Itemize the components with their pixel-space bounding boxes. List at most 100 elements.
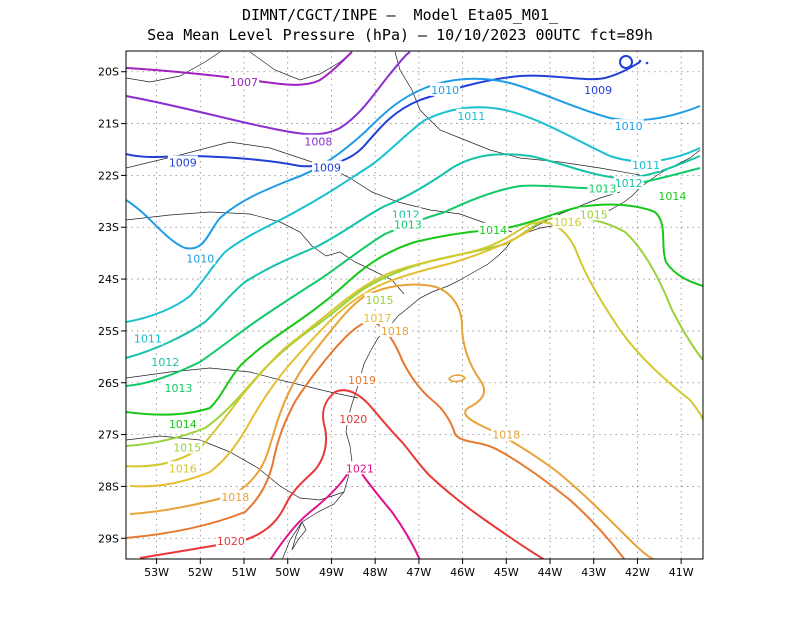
isobar-label-bg xyxy=(552,215,583,229)
y-tick-label: 23S xyxy=(98,221,119,234)
isobar-1016 xyxy=(126,221,703,468)
y-tick-label: 28S xyxy=(98,480,119,493)
isobar-label-bg xyxy=(613,119,644,133)
title-line-1: DIMNT/CGCT/INPE — Model Eta05_M01_ xyxy=(241,6,559,24)
isobar-label-1018: 1018 xyxy=(221,491,249,504)
low-marker xyxy=(619,55,649,69)
isobar-label-bg xyxy=(583,82,614,96)
isobar-label-1016: 1016 xyxy=(553,216,581,229)
x-tick-label: 51W xyxy=(232,566,257,579)
isobar-label-bg xyxy=(478,222,509,236)
isobar-label-1009: 1009 xyxy=(169,156,197,169)
isobar-label-bg xyxy=(338,412,369,426)
isobar-1020 xyxy=(139,389,546,559)
isobar-label-bg xyxy=(303,134,334,148)
axis-ticks: 53W 52W 51W 50W 49W 48W 47W 46W 45W 44W 43W 42W 41W 2… xyxy=(98,66,694,579)
isobar-label-1013: 1013 xyxy=(588,182,616,195)
x-tick-label: 53W xyxy=(144,566,169,579)
isobar-label-1008: 1008 xyxy=(304,136,332,149)
isobar-label-1012: 1012 xyxy=(615,177,643,190)
isobar-label-bg xyxy=(392,217,423,231)
isobar-label-bg xyxy=(491,427,522,441)
isobar-label-bg xyxy=(347,373,378,387)
isobar-label-1012: 1012 xyxy=(151,356,179,369)
y-tick-label: 25S xyxy=(98,325,119,338)
isobar-label-bg xyxy=(631,158,662,172)
x-tick-label: 49W xyxy=(319,566,344,579)
isobar-1007 xyxy=(126,51,353,86)
isobar-label-bg xyxy=(430,82,461,96)
isobar-1013 xyxy=(126,167,701,387)
state-border-sp-pr xyxy=(126,211,405,295)
map-frame xyxy=(125,50,704,560)
lagoa-dos-patos xyxy=(291,521,307,551)
isobar-label-bg xyxy=(150,355,181,369)
isobar-label-1010: 1010 xyxy=(615,120,643,133)
isobar-1008 xyxy=(126,51,411,136)
isobar-labels: 1007 1008 1009 1009 1009 1010 1010 1010 1011 1011… xyxy=(132,75,688,548)
isobar-1011 xyxy=(126,106,701,323)
isobar-label-bg xyxy=(456,108,487,122)
x-tick-label: 44W xyxy=(538,566,563,579)
isobar-label-1016: 1016 xyxy=(169,462,197,475)
isobar-label-1011: 1011 xyxy=(134,333,162,346)
isobar-label-bg xyxy=(613,176,644,190)
isobar-label-1017: 1017 xyxy=(363,312,391,325)
state-border-sc-rs xyxy=(126,435,345,501)
isobar-label-1015: 1015 xyxy=(580,208,608,221)
isobar-label-1018: 1018 xyxy=(492,429,520,442)
isobar-1018-loop xyxy=(448,374,467,383)
isobar-label-1021: 1021 xyxy=(346,462,374,475)
isobar-1021 xyxy=(269,468,421,559)
isobar-1014 xyxy=(126,203,703,416)
isobar-label-1018: 1018 xyxy=(381,325,409,338)
isobar-label-1010: 1010 xyxy=(431,84,459,97)
isobar-label-bg xyxy=(132,331,163,345)
isobar-label-1014: 1014 xyxy=(658,190,686,203)
isobar-label-bg xyxy=(185,251,216,265)
isobar-label-bg xyxy=(220,489,251,503)
isobar-label-bg xyxy=(215,533,246,547)
isobar-label-bg xyxy=(362,310,393,324)
y-tick-label: 21S xyxy=(98,118,119,131)
isobar-1009 xyxy=(126,61,641,168)
x-tick-label: 47W xyxy=(406,566,431,579)
y-tick-label: 20S xyxy=(98,66,119,79)
isobar-label-1009: 1009 xyxy=(584,84,612,97)
x-tick-label: 42W xyxy=(625,566,650,579)
isobar-label-1020: 1020 xyxy=(339,413,367,426)
isobar-label-bg xyxy=(657,189,688,203)
isobar-label-bg xyxy=(172,440,203,454)
isobar-label-1015: 1015 xyxy=(366,294,394,307)
isobar-label-1013: 1013 xyxy=(164,382,192,395)
isobar-label-1009: 1009 xyxy=(313,162,341,175)
isobar-1012 xyxy=(126,153,701,359)
isobar-1010 xyxy=(126,77,701,250)
title-line-2: Sea Mean Level Pressure (hPa) — 10/10/20… xyxy=(147,26,653,44)
isobar-label-1010: 1010 xyxy=(186,252,214,265)
state-border-ms xyxy=(126,51,221,83)
isobar-label-1011: 1011 xyxy=(457,110,485,123)
x-tick-label: 43W xyxy=(581,566,606,579)
isobar-label-bg xyxy=(229,75,260,89)
isobar-label-bg xyxy=(587,181,618,195)
y-tick-label: 27S xyxy=(98,429,119,442)
isobar-label-bg xyxy=(344,461,375,475)
x-tick-label: 48W xyxy=(363,566,388,579)
isobar-label-bg xyxy=(167,461,198,475)
isobar-label-bg xyxy=(364,292,395,306)
x-tick-label: 52W xyxy=(188,566,213,579)
isobar-label-bg xyxy=(379,323,410,337)
y-tick-label: 24S xyxy=(98,273,119,286)
isobar-label-1014: 1014 xyxy=(169,418,197,431)
isobar-label-1007: 1007 xyxy=(230,76,258,89)
isobar-label-1011: 1011 xyxy=(632,159,660,172)
isobar-label-bg xyxy=(578,207,609,221)
isobar-label-1015: 1015 xyxy=(173,442,201,455)
isobar-label-1014: 1014 xyxy=(479,224,507,237)
x-tick-label: 46W xyxy=(450,566,475,579)
isobar-label-1020: 1020 xyxy=(217,535,245,548)
y-tick-label: 22S xyxy=(98,169,119,182)
isobar-label-bg xyxy=(312,160,343,174)
